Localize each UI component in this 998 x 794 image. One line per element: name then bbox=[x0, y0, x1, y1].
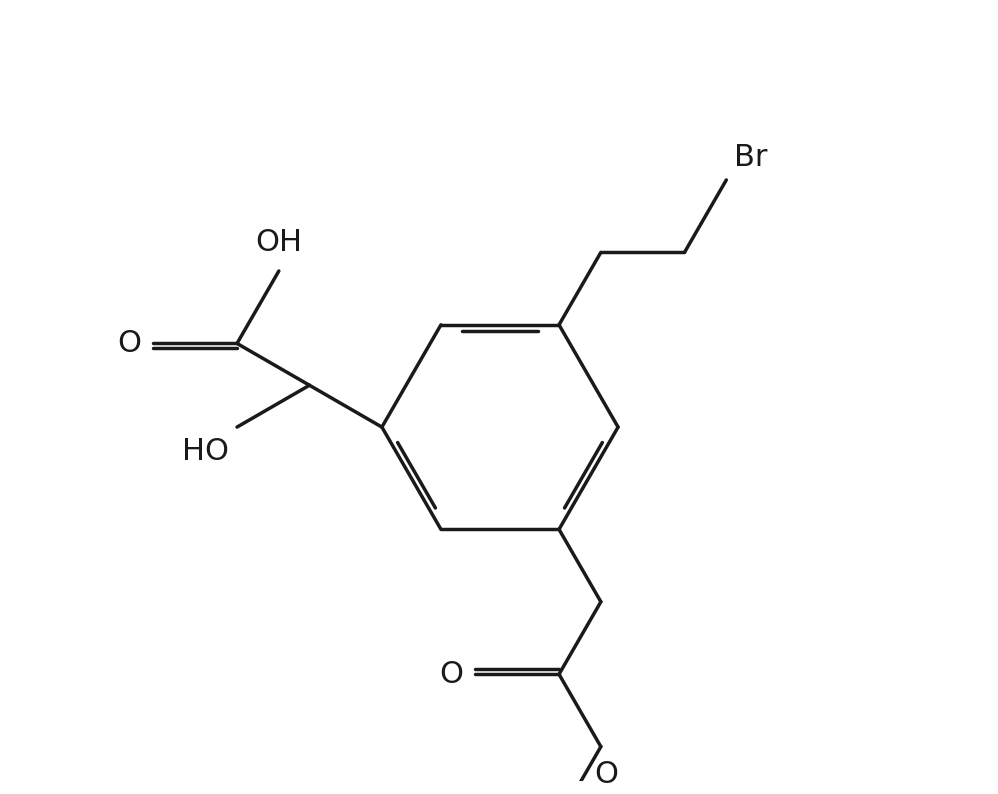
Text: HO: HO bbox=[183, 437, 230, 466]
Text: O: O bbox=[118, 329, 142, 358]
Text: Br: Br bbox=[735, 143, 767, 172]
Text: OH: OH bbox=[255, 228, 302, 257]
Text: O: O bbox=[439, 660, 464, 688]
Text: O: O bbox=[594, 761, 618, 789]
